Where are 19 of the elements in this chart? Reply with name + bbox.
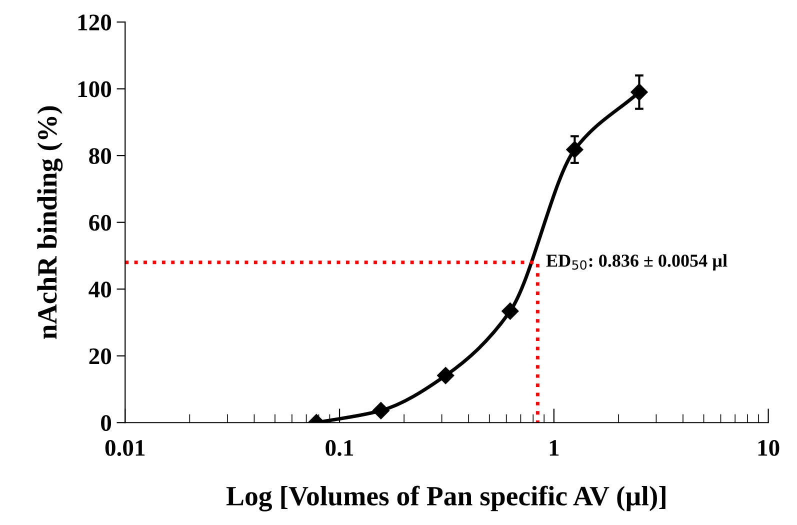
point [372,402,390,420]
x-tick-label: 0.1 [326,440,354,456]
x-axis-title: Log [Volumes of Pan specific AV (µl)] [226,486,666,512]
y-tick-label: 120 [78,14,112,30]
point [630,84,648,101]
point [437,367,454,384]
y-tick-label: 0 [101,415,112,432]
point [566,141,584,158]
point [502,302,519,320]
x-tick-label: 1 [550,440,559,456]
y-tick-label: 100 [78,81,112,98]
y-tick-label: 80 [89,148,112,164]
y-tick-label: 60 [89,214,112,231]
y-tick-label: 20 [89,348,112,364]
x-tick-label: 0.01 [105,440,145,456]
y-axis-title: nAchR binding (%) [37,106,63,339]
annotation: ED$_{50}$: 0.836 ± 0.0054 µl [546,254,728,270]
x-tick-label: 10 [758,440,780,456]
y-tick-label: 40 [88,282,112,298]
